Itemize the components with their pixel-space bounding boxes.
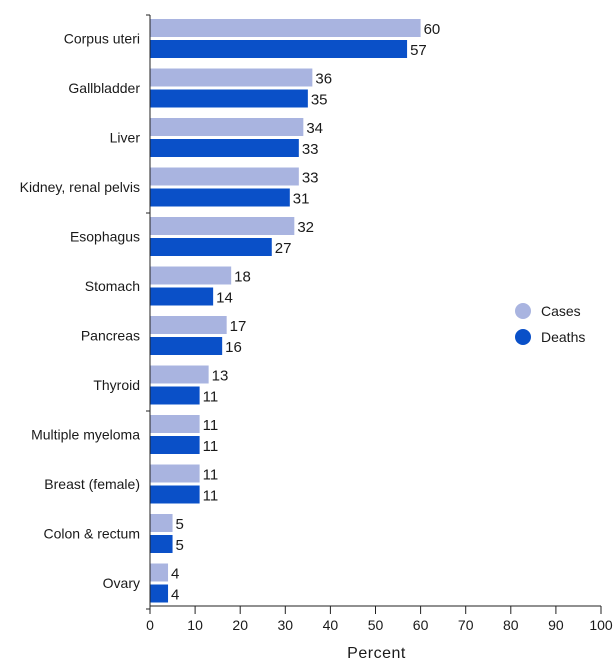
x-tick-label-7: 70 <box>458 617 474 633</box>
bar-cases-3 <box>150 168 299 186</box>
x-tick-label-3: 30 <box>278 617 294 633</box>
bar-deaths-5 <box>150 288 213 306</box>
bar-deaths-7 <box>150 387 200 405</box>
category-label-6: Pancreas <box>81 328 140 344</box>
data-label-deaths-10: 5 <box>176 537 184 554</box>
bar-cases-1 <box>150 69 312 87</box>
bar-deaths-2 <box>150 139 299 157</box>
legend-marker-deaths <box>515 329 531 345</box>
bar-cases-10 <box>150 514 173 532</box>
data-label-cases-4: 32 <box>297 219 314 236</box>
x-axis-title: Percent <box>347 645 406 662</box>
category-label-5: Stomach <box>85 278 140 294</box>
bar-cases-7 <box>150 366 209 384</box>
bar-cases-11 <box>150 564 168 582</box>
bar-cases-2 <box>150 118 303 136</box>
legend-label-cases: Cases <box>541 303 581 319</box>
data-label-cases-10: 5 <box>176 516 184 533</box>
data-label-deaths-1: 35 <box>311 92 328 109</box>
data-label-deaths-7: 11 <box>203 389 219 406</box>
data-label-deaths-8: 11 <box>203 438 219 455</box>
legend-marker-cases <box>515 303 531 319</box>
data-label-cases-11: 4 <box>171 566 179 583</box>
bar-cases-8 <box>150 415 200 433</box>
data-label-cases-6: 17 <box>230 318 247 335</box>
x-tick-label-9: 90 <box>548 617 564 633</box>
bar-deaths-11 <box>150 585 168 603</box>
category-label-11: Ovary <box>103 575 140 591</box>
bar-cases-6 <box>150 316 227 334</box>
data-label-deaths-5: 14 <box>216 290 233 307</box>
data-label-deaths-6: 16 <box>225 339 242 356</box>
bar-deaths-1 <box>150 90 308 108</box>
bar-cases-0 <box>150 19 421 37</box>
data-label-cases-9: 11 <box>203 467 219 484</box>
bar-deaths-4 <box>150 238 272 256</box>
data-label-cases-0: 60 <box>424 21 441 38</box>
data-label-cases-8: 11 <box>203 417 219 434</box>
category-label-2: Liver <box>110 130 141 146</box>
data-label-deaths-4: 27 <box>275 240 292 257</box>
x-tick-label-10: 100 <box>589 617 613 633</box>
bar-deaths-6 <box>150 337 222 355</box>
legend-label-deaths: Deaths <box>541 329 585 345</box>
data-label-cases-2: 34 <box>306 120 323 137</box>
bar-deaths-8 <box>150 436 200 454</box>
bar-cases-5 <box>150 267 231 285</box>
category-label-4: Esophagus <box>70 229 140 245</box>
x-tick-label-1: 10 <box>187 617 203 633</box>
category-label-0: Corpus uteri <box>64 31 140 47</box>
bar-deaths-9 <box>150 486 200 504</box>
x-tick-label-4: 40 <box>323 617 339 633</box>
x-tick-label-0: 0 <box>146 617 154 633</box>
data-label-cases-3: 33 <box>302 170 319 187</box>
data-label-cases-7: 13 <box>212 368 229 385</box>
category-label-8: Multiple myeloma <box>31 427 140 443</box>
data-label-cases-1: 36 <box>315 71 332 88</box>
data-label-deaths-11: 4 <box>171 587 179 604</box>
x-tick-label-8: 80 <box>503 617 519 633</box>
x-tick-label-5: 50 <box>368 617 384 633</box>
category-label-7: Thyroid <box>93 377 140 393</box>
data-label-cases-5: 18 <box>234 269 251 286</box>
bar-deaths-0 <box>150 40 407 58</box>
bar-cases-4 <box>150 217 294 235</box>
bar-cases-9 <box>150 465 200 483</box>
category-label-1: Gallbladder <box>68 80 140 96</box>
category-label-10: Colon & rectum <box>44 526 140 542</box>
data-label-deaths-0: 57 <box>410 42 427 59</box>
category-label-9: Breast (female) <box>44 476 140 492</box>
x-tick-label-2: 20 <box>232 617 248 633</box>
x-tick-label-6: 60 <box>413 617 429 633</box>
data-label-deaths-2: 33 <box>302 141 319 158</box>
bar-deaths-3 <box>150 189 290 207</box>
bar-deaths-10 <box>150 535 173 553</box>
data-label-deaths-9: 11 <box>203 488 219 505</box>
category-label-3: Kidney, renal pelvis <box>20 179 140 195</box>
data-label-deaths-3: 31 <box>293 191 310 208</box>
